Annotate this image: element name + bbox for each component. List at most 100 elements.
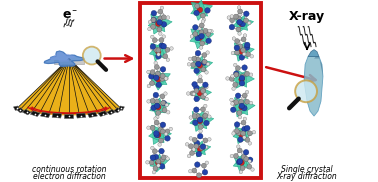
Circle shape [244,157,249,161]
Circle shape [155,115,159,119]
Circle shape [189,116,192,119]
Circle shape [245,90,249,94]
Circle shape [152,170,156,174]
Circle shape [247,157,253,163]
Polygon shape [18,59,120,115]
Circle shape [205,8,210,13]
Circle shape [154,64,159,69]
Polygon shape [150,154,165,168]
Circle shape [153,92,159,98]
Polygon shape [192,86,205,100]
Circle shape [155,71,160,76]
Circle shape [240,21,245,27]
Polygon shape [191,56,207,72]
Circle shape [245,99,249,104]
Circle shape [203,82,208,88]
Circle shape [234,122,240,127]
Circle shape [153,96,157,100]
Circle shape [200,144,206,149]
Circle shape [202,53,207,58]
Circle shape [197,90,203,96]
Circle shape [192,25,198,30]
Circle shape [156,48,161,53]
Circle shape [194,96,200,102]
Circle shape [150,155,156,160]
Circle shape [194,85,199,90]
Circle shape [239,13,242,16]
Circle shape [232,87,235,90]
Circle shape [198,78,203,83]
Circle shape [165,103,169,107]
Circle shape [192,92,196,96]
Polygon shape [30,111,40,116]
Circle shape [206,51,209,54]
Circle shape [187,62,191,66]
Circle shape [159,43,165,48]
Circle shape [157,20,163,25]
Circle shape [157,27,162,32]
Circle shape [234,71,239,76]
Text: electron diffraction: electron diffraction [33,172,105,181]
Circle shape [161,100,167,106]
Circle shape [201,163,206,168]
Circle shape [232,100,237,105]
Circle shape [199,129,202,133]
Circle shape [199,33,204,39]
Circle shape [153,166,158,171]
Circle shape [166,110,170,114]
Circle shape [232,132,235,135]
Circle shape [158,127,163,132]
Circle shape [239,21,244,27]
Circle shape [153,75,159,80]
Circle shape [234,50,240,55]
Circle shape [242,52,246,56]
Polygon shape [150,100,170,117]
Circle shape [245,71,249,76]
Circle shape [201,89,206,94]
Circle shape [195,61,201,67]
Circle shape [227,16,231,19]
Circle shape [206,38,211,44]
Circle shape [150,35,154,39]
Circle shape [243,11,249,17]
Circle shape [237,6,241,9]
Circle shape [240,74,245,79]
Circle shape [194,140,200,146]
Circle shape [232,37,236,40]
Circle shape [201,20,205,23]
Circle shape [233,153,239,159]
Circle shape [201,60,207,65]
Circle shape [162,108,167,113]
Circle shape [197,173,201,178]
Circle shape [238,137,243,142]
Text: continuous rotation: continuous rotation [32,165,106,174]
Circle shape [196,151,201,157]
Circle shape [239,75,245,81]
Circle shape [243,136,246,139]
Circle shape [190,91,195,96]
Circle shape [247,21,251,25]
Circle shape [160,94,165,99]
Circle shape [236,159,242,165]
Circle shape [155,104,161,110]
Circle shape [231,74,234,78]
Circle shape [151,10,156,16]
Circle shape [164,92,167,95]
Circle shape [190,35,194,38]
Circle shape [205,161,209,165]
Circle shape [160,157,165,162]
Circle shape [239,104,244,110]
Circle shape [146,161,149,164]
Circle shape [206,62,210,66]
Circle shape [154,120,159,125]
Circle shape [236,16,241,21]
FancyBboxPatch shape [140,3,262,178]
Circle shape [208,29,211,33]
Circle shape [160,164,165,169]
Circle shape [199,30,204,35]
Circle shape [194,88,199,93]
Circle shape [189,169,192,173]
Circle shape [247,164,252,169]
Circle shape [195,4,200,9]
Polygon shape [190,27,208,45]
